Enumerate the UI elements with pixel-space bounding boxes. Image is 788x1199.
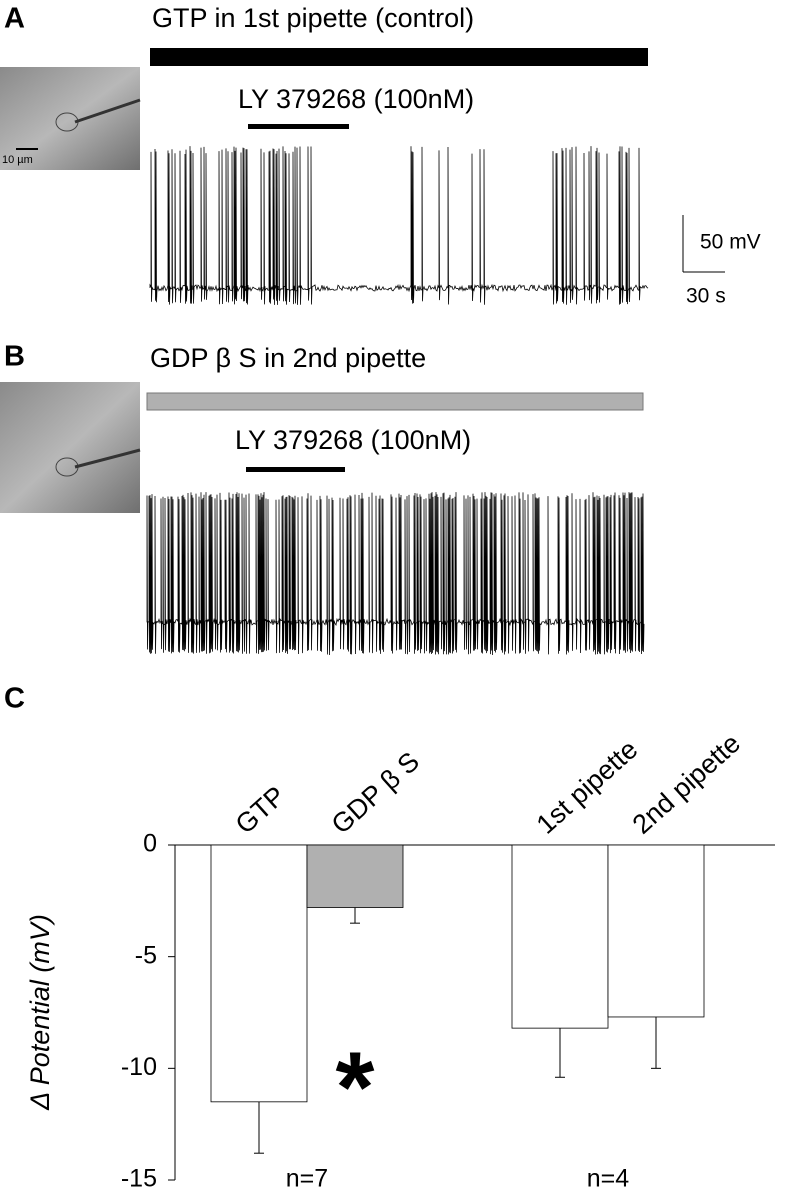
treatment-bar [150,48,648,66]
n-label: n=4 [587,1165,630,1193]
x-tick-label: 2nd pipette [627,728,746,840]
bar [210,844,308,1103]
scale-voltage: 50 mV [700,231,761,254]
drug-label: LY 379268 (100nM) [238,84,474,114]
y-tick-label: -15 [121,1165,157,1193]
drug-bar [246,467,345,472]
significance-star: * [336,1031,375,1143]
y-tick-label: 0 [143,830,157,858]
x-tick-label: 1st pipette [531,734,644,840]
cell-photo [0,382,140,513]
bar [607,844,705,1018]
drug-label: LY 379268 (100nM) [235,425,471,455]
treatment-bar [146,392,644,411]
photo-scale-label: 10 µm [2,154,33,166]
y-tick-label: -10 [121,1053,157,1081]
y-axis-title: Δ Potential (mV) [25,914,55,1111]
y-tick-label: -5 [135,941,157,969]
cell-photo [0,67,140,170]
bar [511,844,609,1029]
voltage-trace [146,492,645,655]
pipette [74,98,141,124]
panel-label: B [4,341,25,373]
scale-time: 30 s [686,285,726,308]
panel-label: A [4,3,25,35]
panel-title: GTP in 1st pipette (control) [152,3,474,33]
voltage-trace [149,146,649,305]
panel-label: C [4,683,25,715]
drug-bar [248,124,349,129]
x-tick-label: GDP β S [326,746,425,840]
n-label: n=7 [286,1165,328,1193]
pipette [74,448,141,469]
bar [306,844,404,908]
x-tick-label: GTP [230,780,291,839]
panel-title: GDP β S in 2nd pipette [150,343,426,373]
